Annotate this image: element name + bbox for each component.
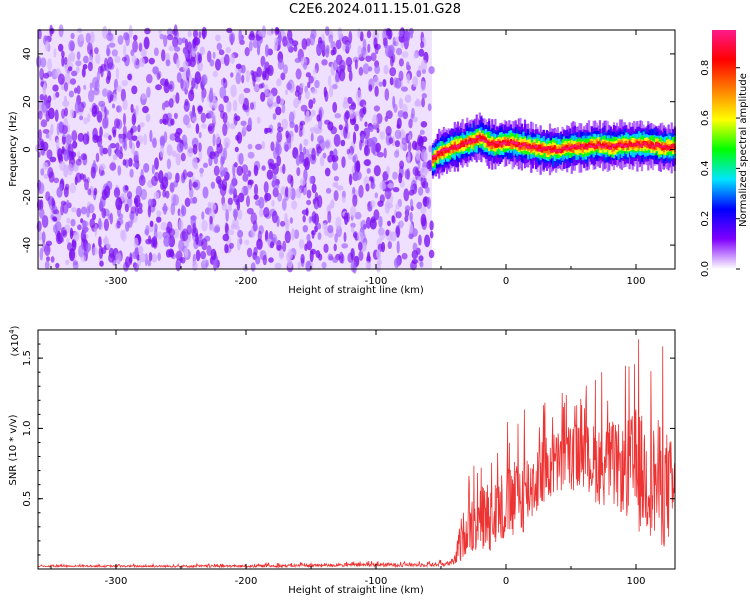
colorbar-tick-label: 0.4 (700, 160, 711, 176)
snr-y-multiplier: (x104) (8, 325, 21, 356)
y-tick-label: 40 (22, 48, 33, 61)
y-tick-label: 1.0 (22, 420, 33, 436)
colorbar-tick-label: 0.8 (700, 60, 711, 76)
snr-y-ticks: 0.5 1.0 1.5 (22, 343, 675, 556)
x-tick-label: -300 (105, 576, 128, 587)
x-tick-label: 100 (626, 276, 645, 287)
x-tick-label: -300 (105, 276, 128, 287)
colorbar-gradient (712, 30, 736, 269)
x-tick-label: 0 (503, 276, 509, 287)
colorbar-tick-label: 0.0 (700, 261, 711, 277)
y-tick-label: 0 (22, 146, 33, 152)
x-tick-label: 0 (503, 576, 509, 587)
spectrogram-plot-area (35, 24, 676, 274)
snr-x-ticks: -300 -200 -100 0 100 (50, 330, 646, 587)
noise-region (35, 24, 435, 274)
spectrogram-panel: -300 -200 -100 0 100 40 20 0 -20 -40 Height of s… (8, 24, 676, 296)
x-tick-label: -200 (235, 576, 258, 587)
chart-title: C2E6.2024.011.15.01.G28 (288, 2, 462, 17)
snr-frame (37, 329, 676, 570)
x-tick-label: -200 (235, 276, 258, 287)
y-tick-label: -40 (22, 237, 33, 253)
snr-plot-area (37, 339, 675, 569)
y-tick-label: 0.5 (22, 491, 33, 507)
snr-x-label: Height of straight line (km) (288, 585, 424, 596)
spectrogram-y-ticks: 40 20 0 -20 -40 (22, 48, 675, 253)
y-tick-label: 1.5 (22, 350, 33, 366)
x-tick-label: 100 (626, 576, 645, 587)
x-tick-label: -100 (365, 276, 388, 287)
spectrogram-x-label: Height of straight line (km) (288, 285, 424, 296)
snr-y-label: SNR (10 * v/v) (8, 414, 19, 485)
y-tick-label: 20 (22, 95, 33, 108)
snr-series-line (37, 339, 675, 569)
x-tick-label: -100 (365, 576, 388, 587)
signal-region (431, 112, 676, 179)
colorbar: 0.0 0.2 0.4 0.6 0.8 Normalized spectral ampl… (700, 30, 749, 277)
colorbar-tick-label: 0.6 (700, 110, 711, 126)
snr-panel: -300 -200 -100 0 100 0.5 1.0 1.5 Height of str… (8, 325, 676, 596)
colorbar-label: Normalized spectral amplitude (738, 73, 749, 227)
spectrogram-y-label: Frequency (Hz) (8, 111, 19, 187)
colorbar-ticks: 0.0 0.2 0.4 0.6 0.8 (700, 60, 740, 277)
spectrogram-x-ticks: -300 -200 -100 0 100 (50, 30, 646, 287)
y-tick-label: -20 (22, 189, 33, 205)
colorbar-tick-label: 0.2 (700, 211, 711, 227)
